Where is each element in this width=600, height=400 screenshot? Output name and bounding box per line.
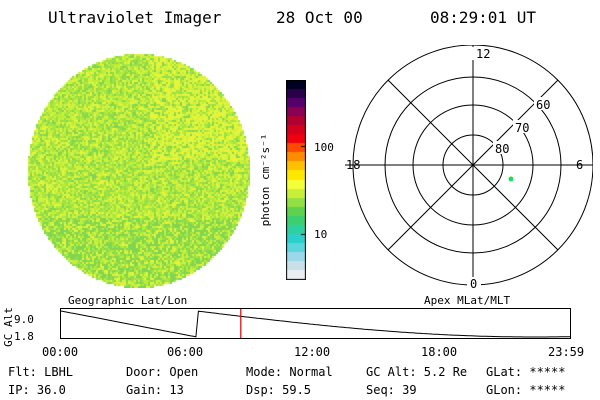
polar-diagonal-2 xyxy=(387,79,559,251)
seq-info: Seq: 39 xyxy=(366,383,417,397)
gc-alt-axis-label: GC Alt xyxy=(2,307,15,347)
colorbar-unit-label: photon cm⁻²s⁻¹ xyxy=(259,133,272,227)
mlat-60-label: 60 xyxy=(536,98,550,112)
label-bg-12 xyxy=(466,47,484,60)
label-bg-0 xyxy=(467,277,481,289)
mlt-0-label: 0 xyxy=(470,277,477,291)
gain-info: Gain: 13 xyxy=(126,383,184,397)
time-tick-2359: 23:59 xyxy=(548,345,585,359)
label-bg-80 xyxy=(493,141,513,154)
mlat-70-label: 70 xyxy=(515,121,529,135)
dsp-info: Dsp: 59.5 xyxy=(246,383,312,397)
polar-plot: 12 6 0 18 60 70 80 xyxy=(345,45,593,291)
altitude-timeline xyxy=(60,308,571,339)
timeline-frame xyxy=(60,308,571,339)
glon-info: GLon: ***** xyxy=(486,383,566,397)
colorbar-tick-100: 100 xyxy=(314,141,334,154)
gc-alt-ytick-top: 9.0 xyxy=(14,313,34,326)
time-label: 08:29:01 UT xyxy=(430,8,536,27)
colorbar-tick-10: 10 xyxy=(314,228,328,241)
label-bg-70 xyxy=(513,120,533,133)
glat-info: GLat: ***** xyxy=(486,365,566,379)
filter-info: Flt: LBHL xyxy=(8,365,74,379)
gc-alt-ytick-bottom: 1.8 xyxy=(14,330,34,343)
instrument-title: Ultraviolet Imager xyxy=(48,8,222,27)
time-tick-1200: 12:00 xyxy=(294,345,331,359)
mode-info: Mode: Normal xyxy=(246,365,333,379)
altitude-curve xyxy=(60,310,570,338)
earth-image xyxy=(26,52,250,288)
time-tick-0000: 00:00 xyxy=(42,345,79,359)
satellite-position-marker xyxy=(508,176,514,182)
time-tick-0600: 06:00 xyxy=(167,345,204,359)
mlt-18-label: 18 xyxy=(346,158,360,172)
time-tick-1800: 18:00 xyxy=(421,345,458,359)
color-bar xyxy=(286,80,306,280)
date-label: 28 Oct 00 xyxy=(276,8,363,27)
label-bg-60 xyxy=(534,97,554,110)
apex-label: Apex MLat/MLT xyxy=(424,294,511,307)
mlat-80-label: 80 xyxy=(495,142,509,156)
door-info: Door: Open xyxy=(126,365,199,379)
gc-alt-info: GC Alt: 5.2 Re xyxy=(366,365,468,379)
ip-info: IP: 36.0 xyxy=(8,383,66,397)
mlt-6-label: 6 xyxy=(576,158,583,172)
mlt-12-label: 12 xyxy=(476,47,490,61)
geographic-label: Geographic Lat/Lon xyxy=(68,294,188,307)
